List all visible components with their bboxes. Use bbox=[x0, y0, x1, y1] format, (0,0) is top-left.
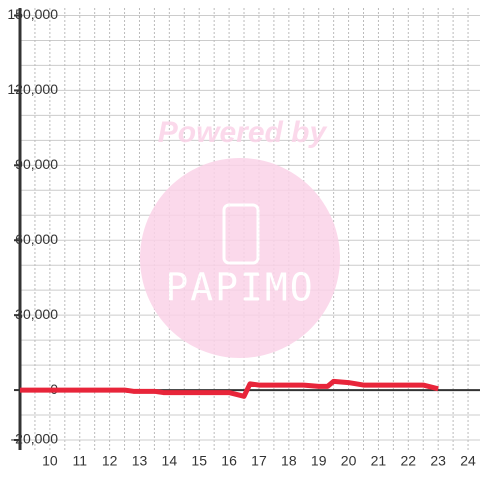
line bbox=[20, 378, 439, 399]
y-tick-label: 60,000 bbox=[15, 231, 58, 247]
x-tick-label: 14 bbox=[162, 453, 178, 469]
x-tick-label: 24 bbox=[460, 453, 476, 469]
watermark-phone bbox=[222, 203, 260, 265]
y-tick-label: -20,000 bbox=[11, 431, 59, 447]
x-tick-label: 12 bbox=[102, 453, 118, 469]
x-tick-label: 20 bbox=[341, 453, 357, 469]
watermark: PAPIMO Powered by bbox=[140, 116, 340, 358]
x-tick-label: 10 bbox=[42, 453, 58, 469]
y-tick-label: 90,000 bbox=[15, 156, 58, 172]
plot: -20,000030,00060,00090,000120,000150,000… bbox=[7, 6, 480, 469]
grid bbox=[20, 8, 480, 450]
watermark-circle bbox=[140, 158, 340, 358]
x-tick-label: 11 bbox=[72, 453, 87, 469]
watermark-caption: Powered by bbox=[158, 116, 328, 149]
y-tick-label: 150,000 bbox=[7, 6, 58, 22]
watermark-logo: PAPIMO bbox=[165, 266, 314, 310]
x-tick-label: 22 bbox=[401, 453, 417, 469]
x-tick-label: 17 bbox=[251, 453, 267, 469]
y-tick-label: 30,000 bbox=[15, 306, 58, 322]
x-tick-label: 16 bbox=[221, 453, 237, 469]
x-tick-label: 23 bbox=[430, 453, 446, 469]
x-tick-label: 13 bbox=[132, 453, 148, 469]
x-tick-label: 19 bbox=[311, 453, 327, 469]
x-tick-label: 18 bbox=[281, 453, 297, 469]
y-tick-label: 120,000 bbox=[7, 81, 58, 97]
x-tick-label: 21 bbox=[371, 453, 387, 469]
x-tick-label: 15 bbox=[191, 453, 207, 469]
